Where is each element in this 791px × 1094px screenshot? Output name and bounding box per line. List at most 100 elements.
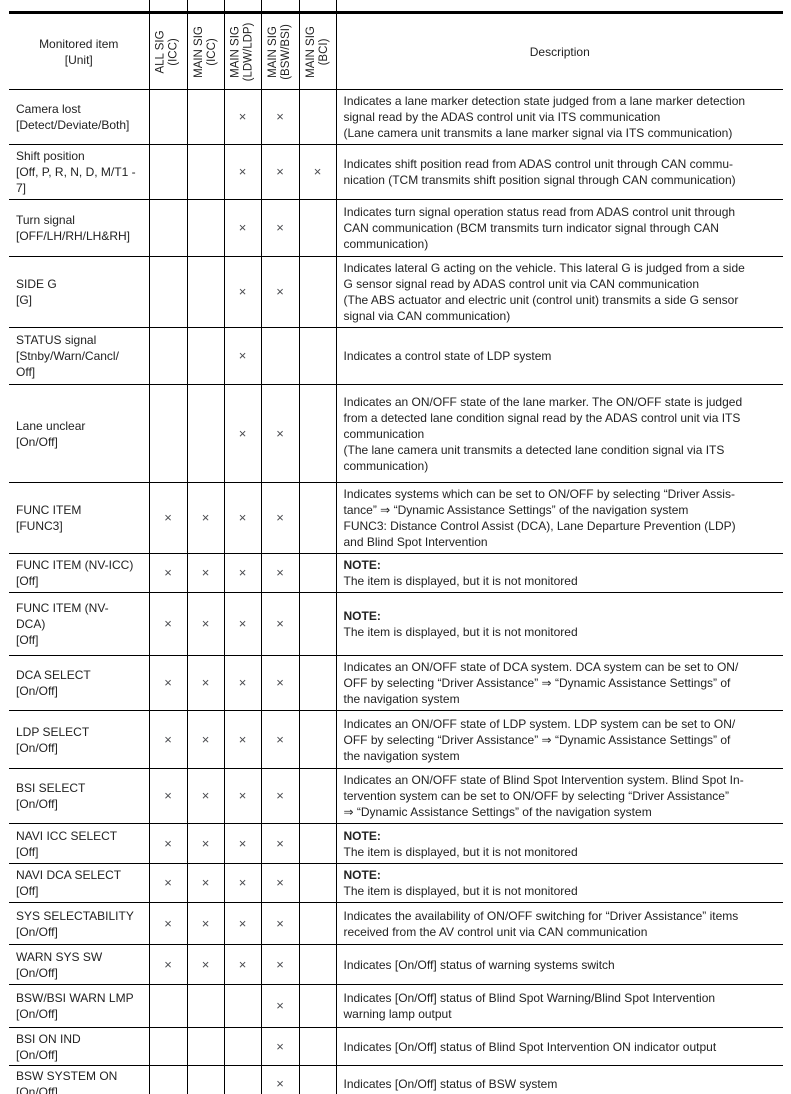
signal-mark-cell	[148, 384, 188, 483]
vertical-label-wrap: ALL SIG (ICC)	[150, 14, 186, 89]
description-cell: NOTE: The item is displayed, but it is no…	[335, 823, 783, 864]
signal-mark-cell	[186, 144, 225, 200]
signal-mark-cell: ×	[186, 655, 225, 711]
monitored-item-cell: SIDE G [G]	[9, 256, 150, 328]
header-line: (LDW/LDP)	[242, 22, 255, 81]
signal-mark-cell	[148, 1027, 188, 1066]
note-label: NOTE:	[343, 609, 381, 623]
header-line: ALL SIG	[155, 29, 168, 74]
column-divider-tick	[261, 0, 262, 12]
table-row: NAVI DCA SELECT [Off] × × × × NOTE: The item i…	[9, 863, 783, 903]
table-row: LDP SELECT [On/Off] × × × × Indicates an ON/O…	[9, 710, 783, 769]
signal-mark-cell	[298, 944, 337, 985]
description-text: The item is displayed, but it is not mon…	[343, 884, 578, 898]
signal-mark-cell: ×	[223, 710, 262, 769]
table-body: Camera lost [Detect/Deviate/Both] × × Indic…	[9, 89, 783, 1094]
signal-mark-cell: ×	[260, 592, 300, 656]
description-cell: Indicates lateral G acting on the vehicl…	[335, 256, 783, 328]
description-cell: Indicates systems which can be set to ON…	[335, 482, 783, 554]
table-row: SIDE G [G] × × Indicates lateral G acting o…	[9, 256, 783, 328]
table-row: DCA SELECT [On/Off] × × × × Indicates an ON/O…	[9, 655, 783, 711]
description-cell: Indicates [On/Off] status of Blind Spot …	[335, 984, 783, 1028]
signal-mark-cell: ×	[260, 1065, 300, 1094]
description-cell: NOTE: The item is displayed, but it is no…	[335, 592, 783, 656]
monitored-item-cell: FUNC ITEM (NV-ICC) [Off]	[9, 553, 150, 593]
signal-mark-cell	[223, 1027, 262, 1066]
vertical-label-wrap: MAIN SIG (BSW/BSI)	[262, 14, 298, 89]
column-divider-tick	[224, 0, 225, 12]
description-cell: Indicates a lane marker detection state …	[335, 89, 783, 145]
note-label: NOTE:	[343, 868, 381, 882]
signal-mark-cell: ×	[223, 655, 262, 711]
signal-mark-cell: ×	[186, 768, 225, 824]
header-description: Description	[335, 14, 783, 90]
signal-mark-cell	[298, 592, 337, 656]
signal-mark-cell	[148, 199, 188, 257]
table-row: BSI SELECT [On/Off] × × × × Indicates an ON/O…	[9, 768, 783, 824]
header-line: (BCI)	[317, 38, 330, 65]
description-cell: Indicates an ON/OFF state of Blind Spot …	[335, 768, 783, 824]
signal-mark-cell: ×	[260, 944, 300, 985]
signal-mark-cell: ×	[223, 823, 262, 864]
signal-mark-cell: ×	[148, 553, 188, 593]
description-cell: Indicates turn signal operation status r…	[335, 199, 783, 257]
signal-mark-cell: ×	[223, 553, 262, 593]
signal-mark-cell	[298, 984, 337, 1028]
signal-mark-cell: ×	[223, 384, 262, 483]
header-main-sig-icc: MAIN SIG (ICC)	[186, 14, 225, 90]
signal-mark-cell	[298, 384, 337, 483]
signal-mark-cell	[298, 482, 337, 554]
description-cell: Indicates an ON/OFF state of LDP system.…	[335, 710, 783, 769]
signal-mark-cell: ×	[260, 655, 300, 711]
monitored-item-cell: Turn signal [OFF/LH/RH/LH&RH]	[9, 199, 150, 257]
table-row: FUNC ITEM (NV-ICC) [Off] × × × × NOTE: The ite…	[9, 553, 783, 593]
table-row: BSW SYSTEM ON [On/Off] × Indicates [On/Off…	[9, 1065, 783, 1094]
signal-mark-cell	[298, 1065, 337, 1094]
monitored-item-cell: Shift position [Off, P, R, N, D, M/T1 - …	[9, 144, 150, 200]
signal-mark-cell	[186, 89, 225, 145]
table-row: Lane unclear [On/Off] × × Indicates an ON/O…	[9, 384, 783, 483]
signal-mark-cell: ×	[260, 710, 300, 769]
signal-mark-cell: ×	[260, 823, 300, 864]
description-cell: Indicates an ON/OFF state of DCA system.…	[335, 655, 783, 711]
monitored-item-cell: DCA SELECT [On/Off]	[9, 655, 150, 711]
signal-mark-cell	[298, 823, 337, 864]
signal-mark-cell	[298, 863, 337, 903]
monitored-item-cell: STATUS signal [Stnby/Warn/Cancl/ Off]	[9, 327, 150, 385]
signal-mark-cell: ×	[223, 863, 262, 903]
signal-mark-cell: ×	[223, 482, 262, 554]
signal-mark-cell	[186, 984, 225, 1028]
data-monitor-table-wrap: Monitored item [Unit] ALL SIG (ICC)	[9, 11, 783, 1094]
signal-mark-cell	[186, 256, 225, 328]
signal-mark-cell: ×	[260, 199, 300, 257]
signal-mark-cell: ×	[260, 144, 300, 200]
signal-mark-cell: ×	[186, 710, 225, 769]
signal-mark-cell: ×	[186, 863, 225, 903]
signal-mark-cell: ×	[223, 944, 262, 985]
signal-mark-cell: ×	[148, 863, 188, 903]
signal-mark-cell: ×	[148, 944, 188, 985]
header-monitored-item: Monitored item [Unit]	[9, 14, 150, 90]
signal-mark-cell	[223, 984, 262, 1028]
table-row: Turn signal [OFF/LH/RH/LH&RH] × × Indicates…	[9, 199, 783, 257]
signal-mark-cell	[298, 710, 337, 769]
header-line: (ICC)	[168, 37, 181, 66]
description-cell: Indicates a control state of LDP system	[335, 327, 783, 385]
table-row: FUNC ITEM (NV- DCA) [Off] × × × × NOTE: The it…	[9, 592, 783, 656]
signal-mark-cell: ×	[148, 768, 188, 824]
table-row: FUNC ITEM [FUNC3] × × × × Indicates systems w…	[9, 482, 783, 554]
column-divider-tick	[187, 0, 188, 12]
signal-mark-cell	[186, 327, 225, 385]
description-text: The item is displayed, but it is not mon…	[343, 625, 578, 639]
column-divider-tick	[299, 0, 300, 12]
signal-mark-cell	[186, 384, 225, 483]
signal-mark-cell	[148, 89, 188, 145]
signal-mark-cell: ×	[223, 592, 262, 656]
signal-mark-cell	[223, 1065, 262, 1094]
monitored-item-cell: FUNC ITEM (NV- DCA) [Off]	[9, 592, 150, 656]
signal-mark-cell: ×	[148, 655, 188, 711]
signal-mark-cell	[148, 256, 188, 328]
description-text: The item is displayed, but it is not mon…	[343, 844, 578, 859]
table-row: BSW/BSI WARN LMP [On/Off] × Indicates [On/…	[9, 984, 783, 1028]
signal-mark-cell: ×	[223, 199, 262, 257]
